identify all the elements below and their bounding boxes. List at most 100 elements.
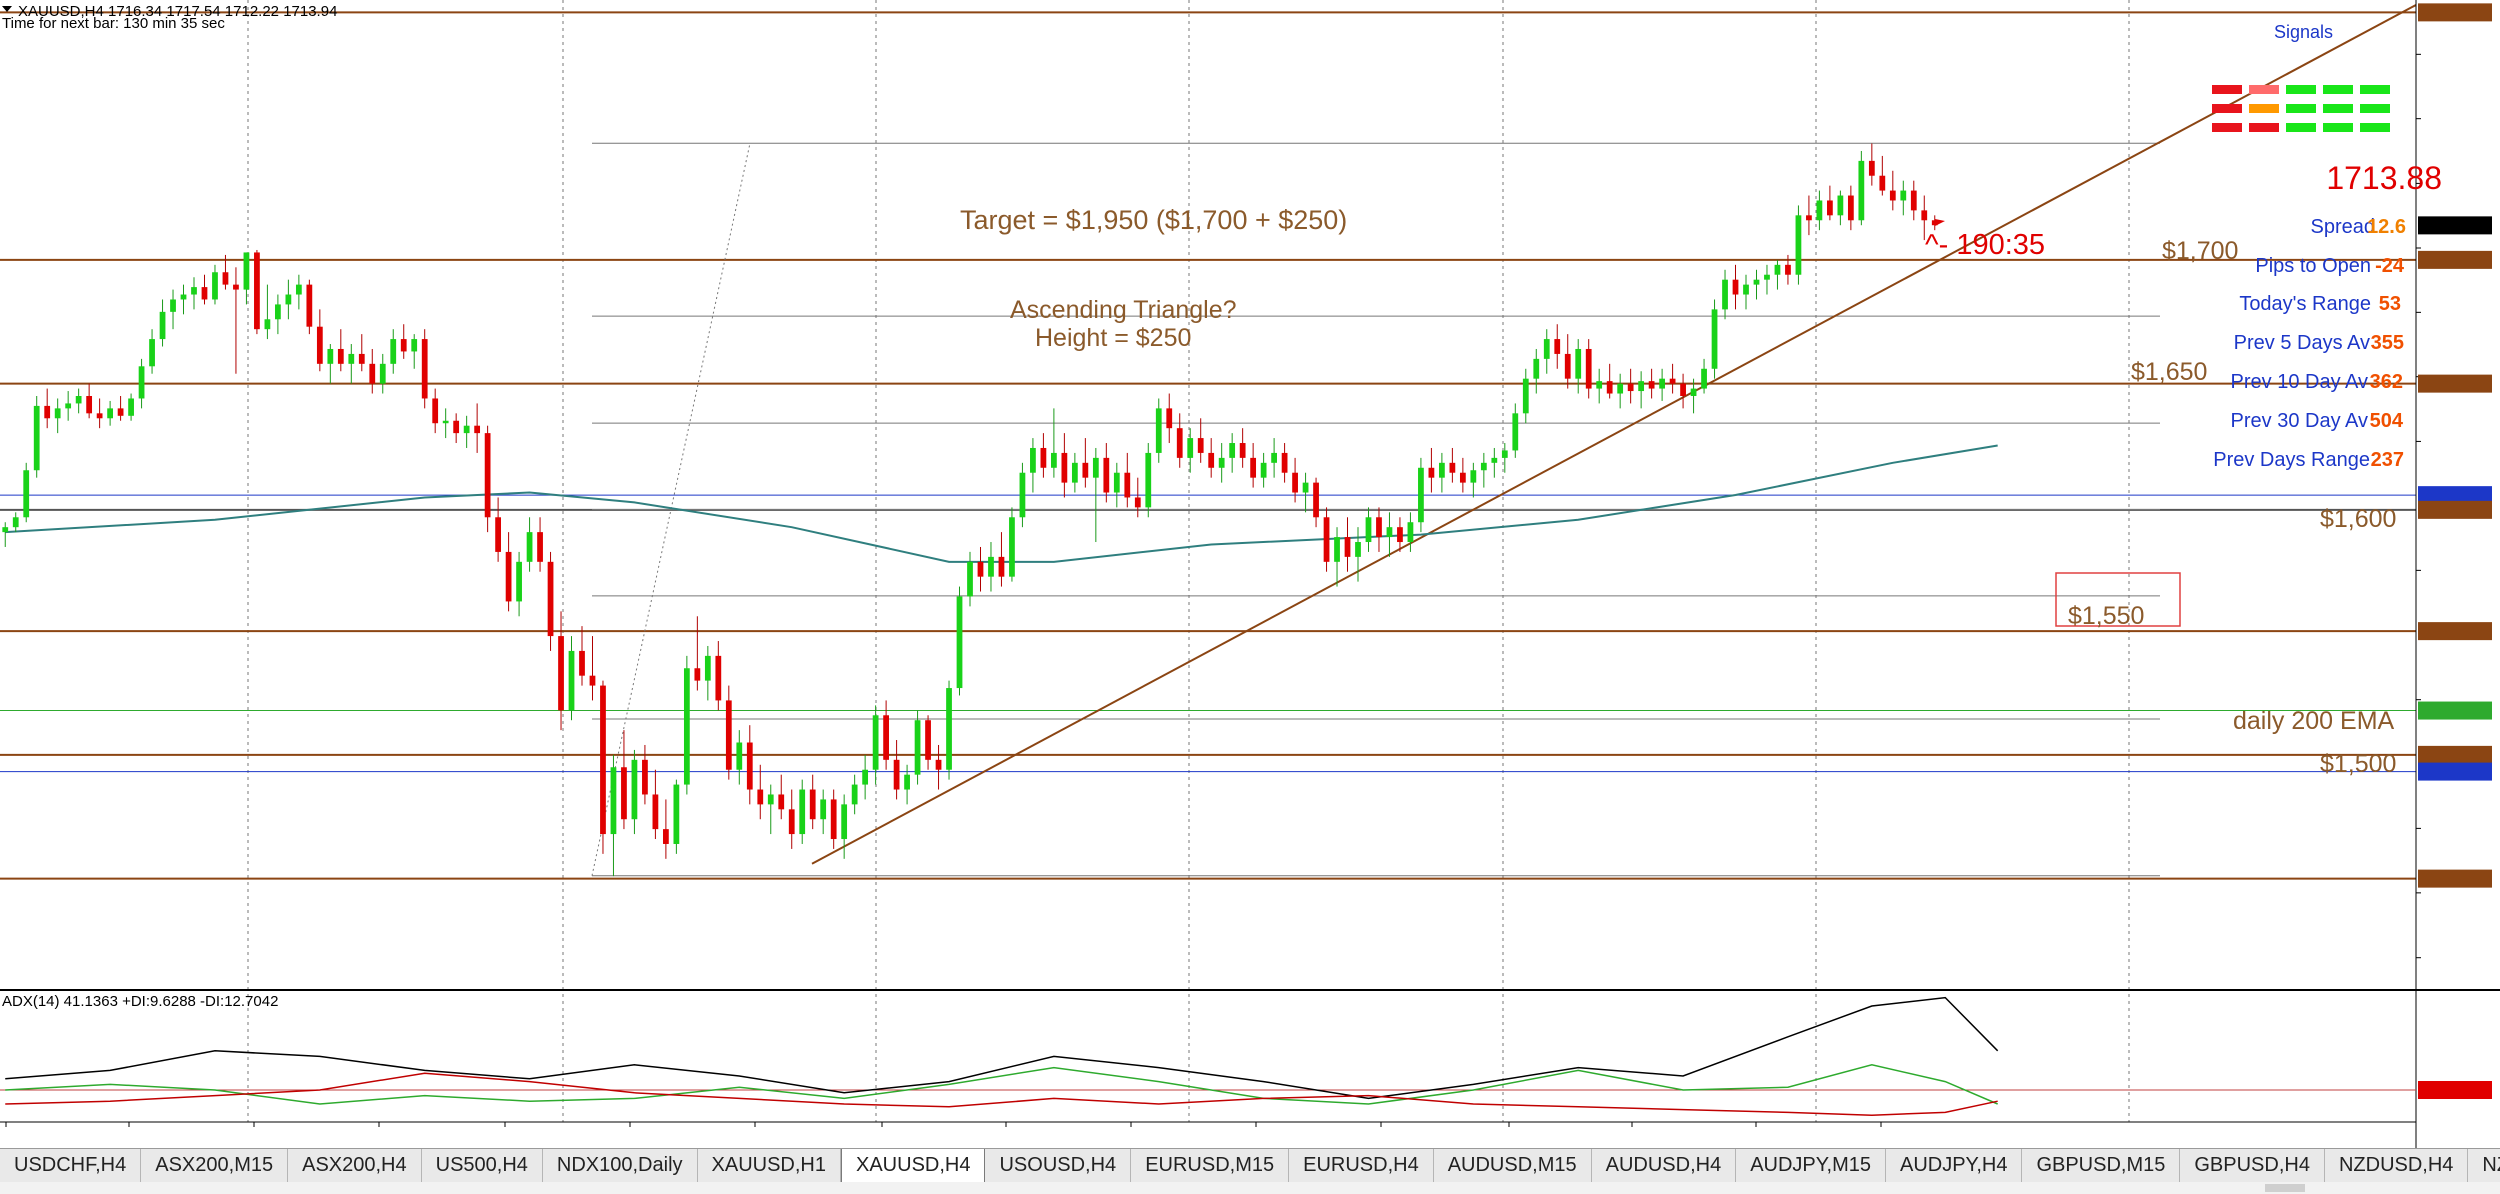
candle-body: [967, 561, 973, 597]
candle-body: [1250, 457, 1257, 478]
scrollbar-thumb[interactable]: [2265, 1184, 2305, 1192]
candle: [23, 462, 30, 523]
ema-label: daily 200 EMA: [2233, 707, 2395, 735]
symbol-tab[interactable]: US500,H4: [422, 1149, 543, 1183]
candle: [295, 274, 302, 310]
candle: [788, 789, 795, 849]
candle-body: [285, 294, 292, 305]
symbol-tab[interactable]: AUDUSD,H4: [1592, 1149, 1737, 1183]
symbol-tab[interactable]: XAUUSD,H4: [841, 1149, 986, 1183]
scrollbar[interactable]: [0, 1182, 2500, 1194]
candle: [1554, 324, 1561, 369]
symbol-tab[interactable]: ASX200,H4: [288, 1149, 422, 1183]
candle-body: [128, 398, 134, 416]
candle-body: [1051, 452, 1057, 468]
candle-body: [516, 561, 522, 602]
candle-body: [1711, 309, 1718, 369]
candle: [652, 769, 659, 840]
price-flag: [2418, 250, 2492, 269]
candle-body: [1480, 462, 1487, 471]
candle: [117, 396, 124, 421]
candle-body: [914, 720, 921, 775]
candle: [1711, 299, 1718, 379]
candle-body: [170, 299, 176, 312]
candle: [1449, 447, 1456, 483]
candle-body: [306, 284, 313, 327]
candle-body: [589, 675, 596, 686]
candle: [1533, 348, 1540, 394]
signal-cell: [2360, 85, 2390, 94]
level-1650-label: $1,650: [2131, 358, 2207, 386]
candle-body: [327, 348, 334, 364]
candle: [1103, 443, 1110, 503]
signal-cell: [2212, 104, 2242, 113]
symbol-tab[interactable]: USOUSD,H4: [985, 1149, 1132, 1183]
candle-body: [1889, 190, 1896, 201]
candle-body: [1795, 215, 1802, 275]
candle: [946, 680, 952, 780]
candle: [505, 532, 512, 612]
signal-cell: [2360, 123, 2390, 132]
bid-marker: [1935, 219, 1945, 226]
candle-body: [715, 655, 722, 701]
adx-label: ADX(14) 41.1363 +DI:9.6288 -DI:12.7042: [2, 993, 278, 1010]
collapse-triangle-icon[interactable]: [2, 6, 12, 12]
candle-body: [673, 784, 680, 844]
candle-body: [1774, 264, 1781, 275]
candle-body: [568, 650, 575, 711]
candle: [1900, 180, 1907, 216]
signal-cell: [2323, 123, 2353, 132]
symbol-tab[interactable]: NDX100,Daily: [543, 1149, 698, 1183]
price-flag: [2418, 869, 2492, 888]
candle: [484, 425, 491, 533]
symbol-tab[interactable]: USDCHF,H4: [0, 1149, 142, 1183]
candle-body: [379, 363, 386, 384]
candle-body: [1648, 381, 1655, 389]
symbol-tab[interactable]: EURUSD,H4: [1289, 1149, 1434, 1183]
symbol-tab[interactable]: NZDUSD,H4: [2325, 1149, 2469, 1183]
symbol-tab[interactable]: GBPUSD,H4: [2180, 1149, 2325, 1183]
candle: [1837, 190, 1844, 226]
candle: [757, 764, 764, 820]
symbol-tab[interactable]: AUDJPY,H4: [1886, 1149, 2023, 1183]
symbol-tab[interactable]: EURUSD,M15: [1131, 1149, 1290, 1183]
candle: [998, 532, 1005, 587]
candle-body: [1470, 470, 1477, 483]
candle-body: [1334, 537, 1340, 562]
candle: [547, 551, 554, 651]
candle: [1376, 507, 1382, 552]
candle: [254, 249, 260, 335]
candle-body: [337, 348, 344, 364]
candle: [1816, 190, 1823, 231]
symbol-tab[interactable]: AUDJPY,M15: [1736, 1149, 1886, 1183]
price-chart[interactable]: XAUUSD,H4 1716.34 1717.54 1712.22 1713.9…: [0, 0, 2500, 1148]
symbol-tab[interactable]: NZDU: [2468, 1149, 2500, 1183]
candle: [1512, 403, 1519, 458]
candle: [432, 388, 439, 434]
prev5-value: 355: [2371, 332, 2404, 354]
candle: [222, 254, 229, 290]
candle: [358, 334, 365, 372]
signal-cell: [2212, 123, 2242, 132]
candle-body: [1617, 383, 1624, 394]
candle: [285, 279, 292, 320]
symbol-tab[interactable]: ASX200,M15: [141, 1149, 289, 1183]
symbol-tab[interactable]: XAUUSD,H1: [698, 1149, 841, 1183]
signal-cell: [2249, 85, 2279, 94]
candle: [1638, 371, 1645, 409]
candle: [96, 398, 103, 429]
symbol-tab[interactable]: AUDUSD,M15: [1434, 1149, 1592, 1183]
candle-body: [946, 688, 952, 770]
candle: [1931, 215, 1938, 231]
signal-cell: [2360, 104, 2390, 113]
candle: [201, 274, 208, 305]
candle-body: [442, 420, 449, 424]
candle: [904, 764, 910, 805]
candle: [1134, 477, 1141, 518]
candle: [275, 294, 281, 335]
candle: [1250, 443, 1257, 488]
candle-body: [1092, 457, 1099, 478]
spread-value: 12.6: [2367, 216, 2406, 238]
level-1700-label: $1,700: [2162, 237, 2238, 265]
symbol-tab[interactable]: GBPUSD,M15: [2022, 1149, 2181, 1183]
